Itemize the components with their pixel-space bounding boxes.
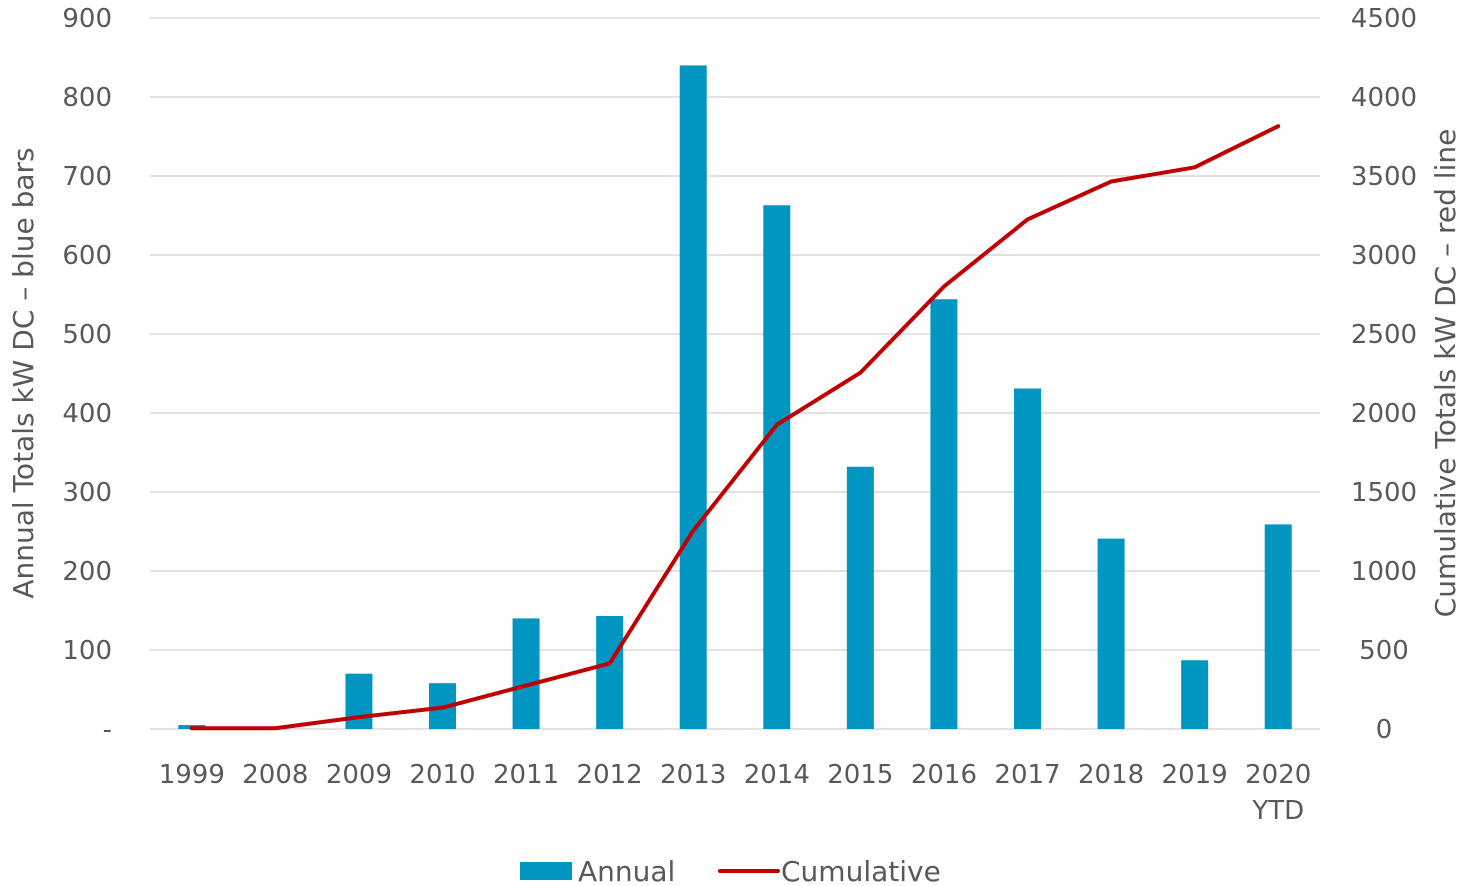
right-tick-label: 1000 (1351, 557, 1417, 587)
annual-bar (596, 616, 624, 729)
x-tick-label: 2009 (326, 760, 392, 790)
annual-bar (1097, 538, 1125, 729)
x-tick-label: 2016 (911, 760, 977, 790)
annual-bar (763, 205, 791, 730)
left-tick-label: 700 (62, 162, 112, 192)
left-axis-title: Annual Totals kW DC – blue bars (7, 147, 40, 598)
x-tick-label: 2013 (660, 760, 726, 790)
legend-annual-label: Annual (578, 855, 675, 886)
x-tick-label: 2017 (994, 760, 1060, 790)
left-tick-label: 300 (62, 478, 112, 508)
left-tick-label: 500 (62, 320, 112, 350)
x-axis-ticks: 1999 2008 2009 2010 2011 2012 2013 2014 2015 2016… (159, 760, 1312, 826)
gridlines (150, 17, 1320, 730)
annual-bar (1181, 660, 1209, 729)
left-tick-label: 600 (62, 241, 112, 271)
annual-bar (679, 65, 707, 729)
x-tick-label: 2019 (1162, 760, 1228, 790)
right-tick-label: 3000 (1351, 241, 1417, 271)
annual-bar (1014, 388, 1041, 729)
left-tick-label: 200 (62, 557, 112, 587)
annual-bar (846, 466, 874, 729)
right-tick-label: 2500 (1351, 320, 1417, 350)
annual-bar (1264, 524, 1292, 729)
cumulative-line (189, 124, 1281, 731)
right-tick-label: 4500 (1351, 4, 1417, 34)
legend: Annual Cumulative (520, 855, 941, 886)
x-tick-label: 2015 (827, 760, 893, 790)
legend-annual-swatch (520, 862, 572, 880)
annual-bar (930, 299, 958, 729)
left-tick-label: - (103, 715, 112, 745)
right-axis-ticks: 0 500 1000 1500 2000 2500 3000 3500 4000 4500 (1351, 4, 1417, 745)
x-tick-label: 2014 (744, 760, 810, 790)
right-axis-title: Cumulative Totals kW DC – red line (1429, 129, 1462, 618)
x-tick-label: 2020 (1245, 760, 1311, 790)
x-tick-label-line2: YTD (1251, 796, 1304, 826)
annual-bar (345, 673, 373, 729)
annual-bars (178, 65, 1292, 730)
right-tick-label: 500 (1359, 636, 1409, 666)
left-tick-label: 900 (62, 4, 112, 34)
x-tick-label: 2008 (242, 760, 308, 790)
x-tick-label: 2018 (1078, 760, 1144, 790)
x-tick-label: 2012 (577, 760, 643, 790)
right-tick-label: 2000 (1351, 399, 1417, 429)
x-tick-label: 2010 (409, 760, 475, 790)
x-tick-label: 2011 (493, 760, 559, 790)
left-tick-label: 400 (62, 399, 112, 429)
x-tick-label: 1999 (159, 760, 225, 790)
right-tick-label: 4000 (1351, 83, 1417, 113)
legend-cumulative-label: Cumulative (781, 855, 941, 886)
annual-bar (512, 618, 540, 729)
left-axis-ticks: - 100 200 300 400 500 600 700 800 900 (62, 4, 112, 745)
right-tick-label: 3500 (1351, 162, 1417, 192)
cumulative-line-group (189, 124, 1281, 731)
right-tick-label: 0 (1376, 715, 1393, 745)
left-tick-label: 100 (62, 636, 112, 666)
left-tick-label: 800 (62, 83, 112, 113)
right-tick-label: 1500 (1351, 478, 1417, 508)
